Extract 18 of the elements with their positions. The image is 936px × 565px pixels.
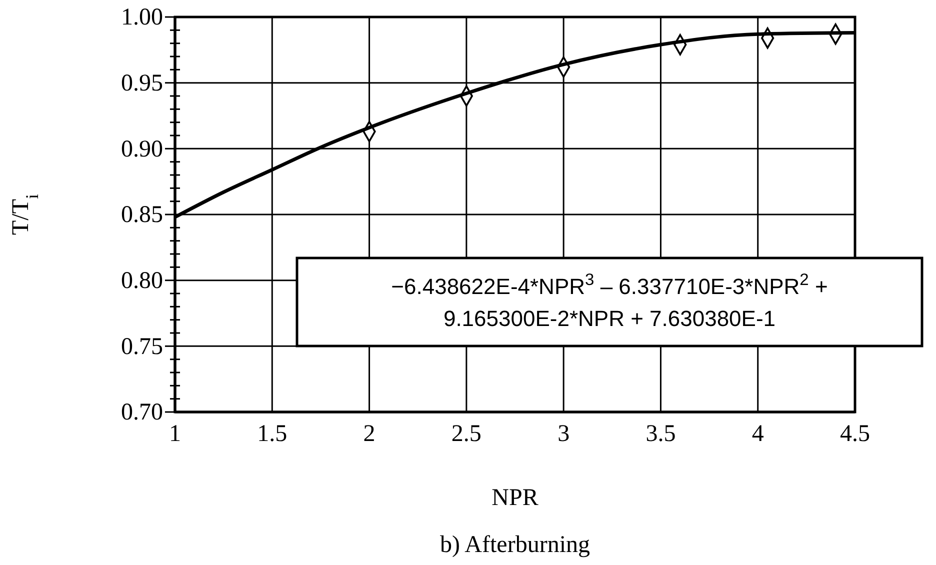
equation-box: −6.438622E-4*NPR$^{3}$ – 6.337710E-3*NPR$^{2}$ + 9.165300E-2*NPR + 7.630380E-1: [296, 256, 924, 348]
x-tick-label: 2.5: [451, 421, 482, 448]
y-tick-label: 0.85: [121, 202, 163, 228]
x-tick-label: 1: [169, 421, 181, 448]
x-axis-title: NPR: [492, 485, 538, 511]
y-tick-label: 0.90: [121, 136, 163, 162]
y-tick-label: 0.80: [121, 268, 163, 294]
x-tick-label: 4.5: [840, 421, 870, 448]
x-tick-label: 3: [558, 421, 570, 448]
x-tick-label: 2: [363, 421, 376, 448]
x-tick-label: 4: [752, 421, 764, 448]
y-tick-label: 0.75: [121, 334, 163, 360]
x-tick-label: 1.5: [257, 421, 288, 448]
y-tick-label: 0.95: [121, 70, 163, 97]
text: b) Afterburning: [440, 532, 590, 558]
y-tick-label: 1.00: [121, 4, 163, 31]
x-tick-label: 3.5: [646, 421, 676, 448]
y-tick-label: 0.70: [121, 400, 163, 426]
